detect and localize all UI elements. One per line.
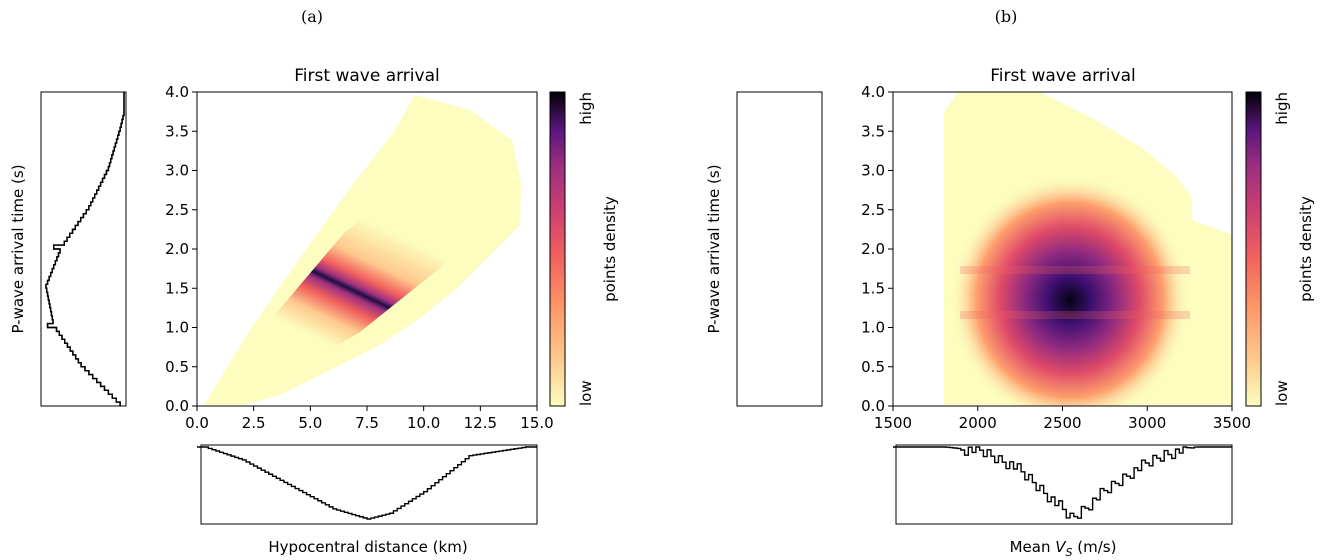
x-tick-label-a-0: 0.0 [185, 414, 209, 432]
y-tick-label-a-5: 2.5 [165, 201, 189, 219]
colorbar-high-b: high [1273, 92, 1291, 125]
colorbar-label-a: points density [601, 196, 619, 302]
xlabel-a: Hypocentral distance (km) [268, 538, 467, 556]
colorbar-a [549, 91, 566, 407]
x-marginal-hist-b [893, 446, 1232, 519]
x-tick-label-a-4: 10.0 [407, 414, 440, 432]
y-tick-label-a-4: 2.0 [165, 240, 189, 258]
panel-label-b: (b) [995, 7, 1018, 26]
x-tick-label-b-4: 3500 [1213, 414, 1251, 432]
y-tick-label-b-7: 3.5 [861, 122, 885, 140]
y-tick-label-b-4: 2.0 [861, 240, 885, 258]
density-core-b [950, 175, 1190, 406]
x-tick-label-a-3: 7.5 [355, 414, 379, 432]
y-tick-label-b-6: 3.0 [861, 162, 885, 180]
colorbar-label-b: points density [1297, 196, 1315, 302]
y-tick-label-a-0: 0.0 [165, 397, 189, 415]
xlabel-b-main: Mean [1010, 538, 1056, 556]
y-tick-label-b-2: 1.0 [861, 319, 885, 337]
density-streak-b2 [960, 311, 1190, 319]
colorbar-high-a: high [577, 92, 595, 125]
title-a: First wave arrival [294, 66, 439, 86]
y-tick-label-b-5: 2.5 [861, 201, 885, 219]
x-tick-label-b-1: 2000 [959, 414, 997, 432]
y-tick-label-a-2: 1.0 [165, 319, 189, 337]
y-tick-label-a-8: 4.0 [165, 83, 189, 101]
x-tick-label-a-1: 2.5 [242, 414, 266, 432]
y-tick-label-a-3: 1.5 [165, 279, 189, 297]
ylabel-a: P-wave arrival time (s) [9, 164, 27, 333]
x-tick-label-b-0: 1500 [874, 414, 912, 432]
ylabel-b: P-wave arrival time (s) [705, 164, 723, 333]
x-marginal-hist-a [197, 446, 537, 520]
y-marginal-frame-b [736, 91, 823, 407]
title-b: First wave arrival [990, 66, 1135, 86]
x-tick-label-a-6: 15.0 [520, 414, 553, 432]
x-marginal-frame-a [200, 444, 538, 525]
y-tick-label-b-1: 0.5 [861, 358, 885, 376]
density-streak-b1 [960, 266, 1190, 274]
axes-a: 0.0 2.5 5.0 7.5 10.0 12.5 15.0 0.0 0.5 1.0 1.5 2.0 2… [165, 83, 554, 432]
axes-b: 1500 2000 2500 3000 3500 0.0 0.5 1.0 1.5 2.0 2.5 3.… [861, 83, 1251, 432]
heatmap-a [204, 95, 521, 405]
xlabel-b: Mean VS (m/s) [1010, 538, 1117, 559]
y-tick-label-b-3: 1.5 [861, 279, 885, 297]
heatmap-b [944, 92, 1232, 406]
colorbar-low-b: low [1273, 380, 1291, 406]
xlabel-b-var: V [1055, 538, 1067, 556]
x-tick-label-a-5: 12.5 [464, 414, 497, 432]
y-tick-label-a-7: 3.5 [165, 122, 189, 140]
xlabel-b-sub: S [1065, 546, 1072, 559]
y-tick-label-a-6: 3.0 [165, 162, 189, 180]
density-band-a [210, 190, 470, 405]
colorbar-low-a: low [577, 380, 595, 406]
x-tick-label-b-2: 2500 [1043, 414, 1081, 432]
y-tick-label-b-0: 0.0 [861, 397, 885, 415]
x-tick-label-a-2: 5.0 [298, 414, 322, 432]
x-tick-label-b-3: 3000 [1128, 414, 1166, 432]
y-tick-label-a-1: 0.5 [165, 358, 189, 376]
panel-label-a: (a) [301, 7, 323, 26]
x-marginal-frame-b [895, 444, 1233, 525]
y-marginal-frame-a [40, 91, 127, 407]
y-marginal-hist-b [45, 92, 125, 406]
y-tick-label-b-8: 4.0 [861, 83, 885, 101]
xlabel-b-unit: (m/s) [1072, 538, 1116, 556]
colorbar-b [1245, 91, 1262, 407]
